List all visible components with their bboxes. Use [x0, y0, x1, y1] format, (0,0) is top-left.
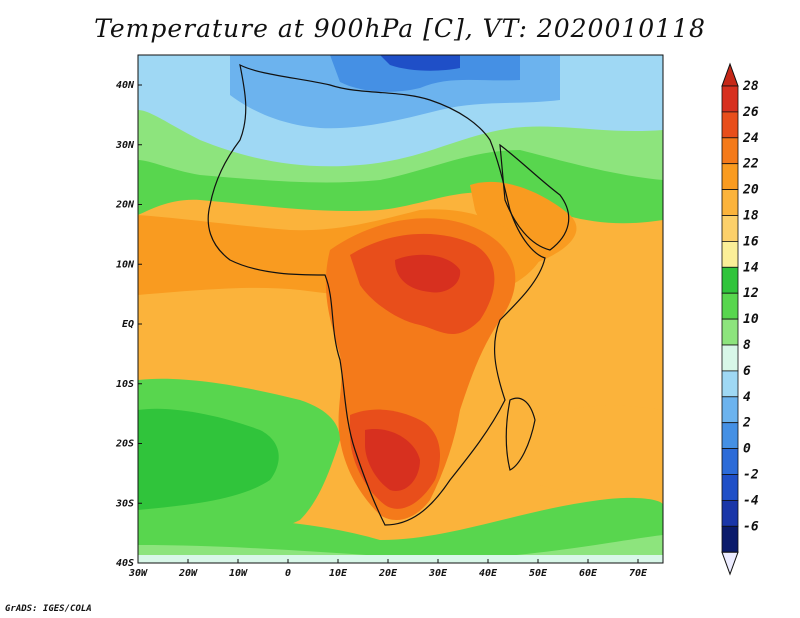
colorbar-label: 6 [743, 364, 751, 379]
colorbar-label: -6 [743, 519, 759, 534]
colorbar-segment [721, 318, 739, 346]
lon-tick-label: 20W [178, 568, 198, 579]
colorbar-segment [721, 448, 739, 475]
lon-tick-label: 40E [479, 568, 498, 579]
lon-tick-label: 30E [428, 568, 448, 579]
lat-tick-label: 40S [116, 558, 134, 569]
colorbar-label: 10 [743, 312, 759, 327]
colorbar-label: 12 [743, 286, 759, 301]
colorbar-label: 20 [742, 183, 759, 198]
colorbar-segment [721, 111, 739, 139]
colorbar-label: 24 [742, 131, 759, 146]
colorbar-label: 4 [743, 390, 751, 405]
lon-tick-label: 60E [579, 568, 598, 579]
colorbar-label: 18 [743, 209, 759, 224]
lat-tick-label: EQ [122, 319, 134, 330]
colorbar-segment [721, 344, 739, 372]
lat-tick-label: 30N [115, 140, 135, 151]
lon-tick-label: 30W [128, 568, 148, 579]
lon-tick-label: 10E [329, 568, 348, 579]
colorbar-segment [721, 189, 739, 216]
lon-tick-label: 10W [229, 568, 248, 579]
lat-tick-label: 20S [115, 439, 134, 450]
lat-tick-label: 10N [116, 259, 135, 270]
colorbar-label: -2 [743, 468, 759, 483]
lon-tick-label: 20E [378, 568, 398, 579]
lon-tick-label: 50E [529, 568, 548, 579]
lon-tick-label: 0 [285, 568, 291, 579]
colorbar-segment [721, 137, 739, 165]
colorbar-label: 14 [743, 260, 759, 275]
colorbar-top-arrow [721, 62, 739, 87]
colorbar-label: 2 [742, 416, 751, 431]
colorbar-segment [721, 396, 739, 424]
colorbar-segment [721, 525, 739, 553]
lat-tick-label: 30S [115, 498, 134, 509]
colorbar-label: 22 [742, 157, 759, 172]
coastlines [207, 63, 570, 526]
colorbar-segment [721, 215, 739, 242]
colorbar-label: 8 [743, 338, 751, 353]
colorbar-label: 26 [742, 105, 759, 120]
colorbar-segment [721, 85, 739, 113]
plot-frame [137, 54, 664, 564]
colorbar-segment [721, 292, 739, 320]
colorbar-label: 0 [743, 442, 751, 457]
colorbar-segment [721, 499, 739, 527]
colorbar-segment [721, 266, 739, 294]
map-title: Temperature at 900hPa [C], VT: 202001011… [94, 14, 706, 43]
colorbar-segment [721, 422, 739, 450]
credit-label: GrADS: IGES/COLA [5, 604, 92, 614]
latitude-axis: 40N 30N 20N 10N EQ 10S 20S 30S 40S [115, 80, 142, 569]
colorbar-label: -4 [743, 493, 759, 508]
colorbar-label: 16 [743, 234, 759, 249]
lon-tick-label: 70E [629, 568, 648, 579]
colorbar-segment [721, 474, 739, 501]
colorbar-segment [721, 163, 739, 190]
lat-tick-label: 20N [115, 200, 135, 211]
lat-tick-label: 10S [116, 379, 134, 390]
longitude-axis: 30W 20W 10W 0 10E 20E 30E 40E 50E 60E 70E [128, 559, 648, 579]
colorbar-label: 28 [742, 79, 759, 94]
colorbar-bottom-arrow [721, 551, 739, 576]
colorbar-segment [721, 370, 739, 398]
lat-tick-label: 40N [116, 80, 135, 91]
colorbar-segment [721, 240, 739, 268]
temperature-field [138, 55, 663, 563]
